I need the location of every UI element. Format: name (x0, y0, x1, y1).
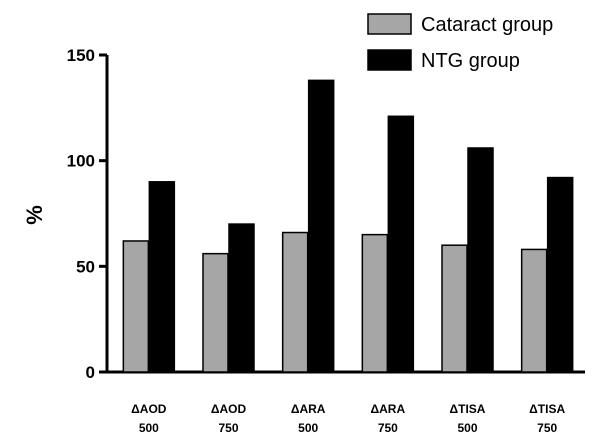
y-tick-label: 150 (67, 46, 95, 65)
y-axis: 0 50 100 150 (67, 46, 109, 382)
legend-label-1: NTG group (421, 50, 520, 72)
x-tick-label-line1: ΔARA (291, 402, 326, 416)
y-axis-label: % (22, 205, 47, 225)
x-tick-label-line2: 500 (457, 421, 477, 435)
x-tick-label-line2: 750 (537, 421, 557, 435)
bar-ntg-2 (307, 79, 335, 373)
y-tick-label: 100 (67, 152, 95, 171)
bar-cataract-2 (281, 231, 309, 373)
x-axis: ΔAOD 500 ΔAOD 750 ΔARA 500 ΔARA 750 ΔTISA 500 ΔTIS… (106, 370, 585, 435)
x-tick-label-line2: 500 (298, 421, 318, 435)
bar-cataract-3 (361, 233, 389, 373)
y-tick-label: 0 (86, 363, 95, 382)
bar-cataract-0 (122, 240, 150, 373)
legend: Cataract group NTG group (367, 13, 553, 72)
bars (122, 79, 574, 373)
x-tick-label-line2: 750 (218, 421, 238, 435)
x-tick-label-line2: 500 (139, 421, 159, 435)
bar-ntg-3 (387, 115, 415, 373)
legend-label-0: Cataract group (421, 14, 553, 36)
y-tick-label: 50 (76, 257, 95, 276)
x-tick-label-line2: 750 (378, 421, 398, 435)
x-tick-label-line1: ΔARA (371, 402, 406, 416)
x-tick-label-line1: ΔAOD (131, 402, 167, 416)
legend-swatch-0 (367, 13, 412, 35)
bar-ntg-5 (546, 176, 574, 373)
x-tick-label-line1: ΔTISA (450, 402, 486, 416)
bar-ntg-1 (228, 223, 255, 373)
bar-cataract-5 (520, 248, 548, 373)
legend-swatch-1 (367, 49, 412, 71)
bar-ntg-0 (148, 181, 176, 373)
bar-cataract-4 (441, 244, 468, 373)
x-tick-label-line1: ΔAOD (211, 402, 247, 416)
x-tick-label-line1: ΔTISA (529, 402, 565, 416)
bar-cataract-1 (202, 252, 229, 373)
bar-ntg-4 (467, 147, 494, 373)
